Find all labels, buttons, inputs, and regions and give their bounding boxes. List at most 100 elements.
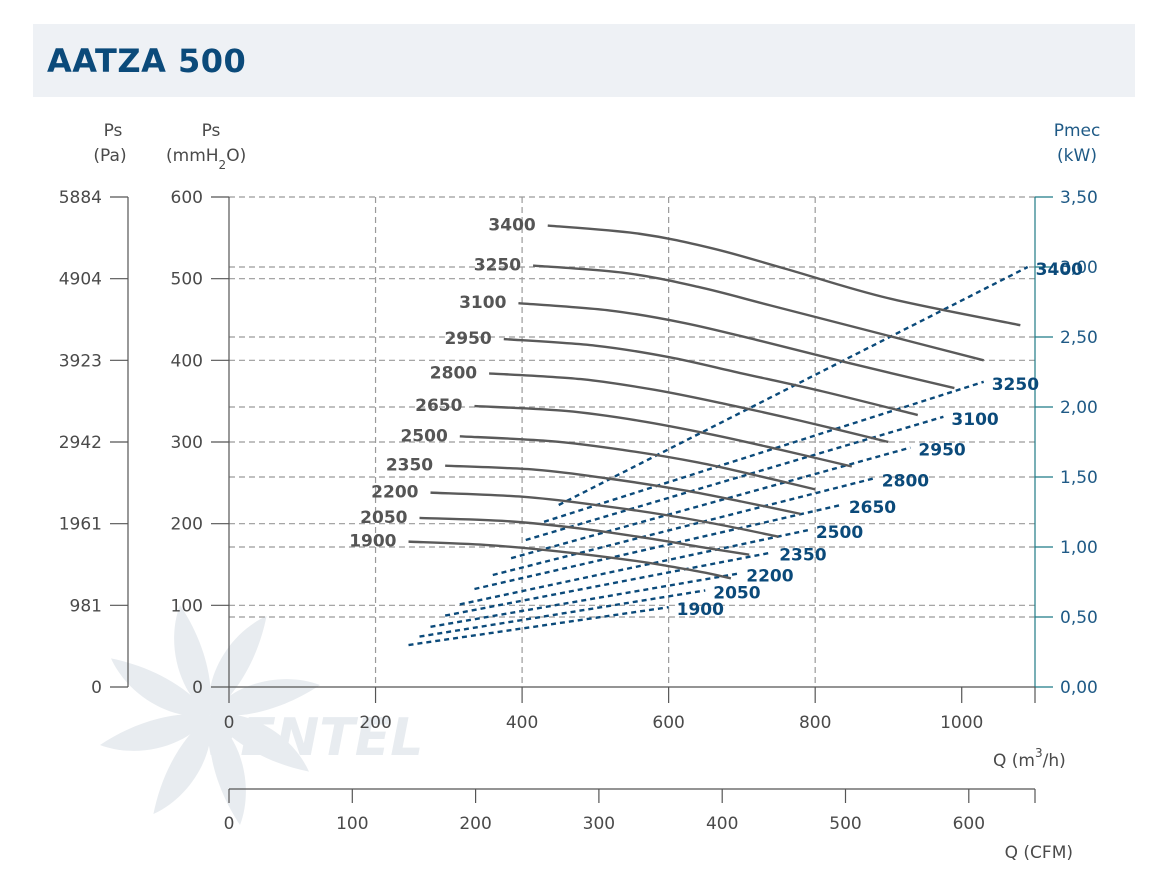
pmec-tick-label: 1,50	[1060, 468, 1098, 488]
pressure-curve-2650	[474, 404, 853, 468]
power-label-1900: 1900	[677, 600, 724, 620]
q-m3h-tick-label: 1000	[940, 713, 983, 733]
curve-labels: 1900205022002350250026502800295031003250…	[349, 216, 1083, 621]
pa-tick-label: 2942	[59, 433, 102, 453]
ps-mmh2o-label-main: (mmH	[166, 146, 219, 166]
pa-tick-label: 5884	[59, 188, 102, 208]
ps-mmh2o-label-2: (mmH2O)	[166, 146, 246, 172]
pressure-curve-2050	[419, 516, 750, 556]
pressure-curve-3250	[532, 264, 985, 362]
mmh2o-tick-label: 0	[192, 678, 203, 698]
pressure-label-3100: 3100	[459, 293, 506, 313]
pressure-curves	[408, 224, 1021, 580]
pmec-tick-label: 2,00	[1060, 398, 1098, 418]
grid-lines	[229, 196, 1035, 687]
power-curve-3100	[525, 415, 944, 542]
watermark-fan-blade	[174, 605, 211, 715]
mmh2o-tick-label: 500	[171, 270, 203, 290]
q-m3h-tick-label: 200	[359, 713, 391, 733]
power-curve-2350	[444, 551, 772, 617]
mmh2o-tick-label: 600	[171, 188, 203, 208]
q-m3h-tick-label: 0	[224, 713, 235, 733]
pressure-label-2800: 2800	[430, 363, 477, 383]
pmec-label-1: Pmec	[1054, 121, 1101, 141]
power-label-3400: 3400	[1036, 260, 1083, 280]
pressure-curve-2950	[503, 337, 919, 417]
q-cfm-tick-label: 300	[583, 814, 615, 834]
pressure-label-3250: 3250	[474, 256, 521, 276]
watermark-fan-blade	[111, 658, 210, 717]
power-label-3100: 3100	[951, 410, 998, 430]
watermark-text: VENTEL	[200, 708, 423, 768]
pa-tick-label: 981	[70, 596, 102, 616]
power-curve-3400	[558, 265, 1029, 507]
pressure-label-2500: 2500	[400, 426, 447, 446]
power-curve-2050	[419, 589, 706, 638]
q-cfm-tick-label: 200	[459, 814, 491, 834]
chart-title: AATZA 500	[47, 42, 247, 80]
power-label-2800: 2800	[882, 471, 929, 491]
pa-tick-label: 4904	[59, 270, 102, 290]
q-cfm-tick-label: 100	[336, 814, 368, 834]
pressure-curve-3100	[518, 301, 955, 390]
pmec-tick-label: 0,50	[1060, 608, 1098, 628]
pressure-label-3400: 3400	[488, 216, 535, 236]
q-m3h-tick-label: 800	[799, 713, 831, 733]
q-m3h-label-sup: 3	[1035, 746, 1043, 760]
q-cfm-tick-label: 400	[706, 814, 738, 834]
pressure-label-2950: 2950	[444, 329, 491, 349]
q-cfm-tick-label: 0	[224, 814, 235, 834]
pressure-label-2200: 2200	[371, 483, 418, 503]
watermark-fan-blade	[210, 713, 309, 772]
power-label-2500: 2500	[816, 523, 863, 543]
power-label-2950: 2950	[918, 441, 965, 461]
q-m3h-tick-label: 600	[652, 713, 684, 733]
pmec-tick-label: 2,50	[1060, 328, 1098, 348]
q-m3h-label-main: Q (m	[993, 751, 1035, 771]
mmh2o-tick-label: 100	[171, 596, 203, 616]
pressure-curve-2200	[430, 491, 779, 538]
watermark-fan-blade	[100, 714, 210, 751]
pmec-tick-label: 0,00	[1060, 678, 1098, 698]
power-label-3250: 3250	[992, 375, 1039, 395]
pa-tick-label: 3923	[59, 351, 102, 371]
power-curve-2800	[492, 477, 875, 577]
q-cfm-label: Q (CFM)	[1005, 843, 1073, 863]
power-curve-1900	[408, 606, 669, 647]
ps-mmh2o-label-end: O)	[226, 146, 246, 166]
pressure-curve-1900	[408, 540, 732, 580]
q-m3h-label: Q (m3/h)	[993, 746, 1066, 771]
pressure-curve-2350	[445, 464, 801, 516]
power-curve-2200	[430, 572, 739, 628]
ventel-watermark: VENTEL	[100, 605, 423, 825]
pressure-label-1900: 1900	[349, 532, 396, 552]
ps-pa-label-1: Ps	[104, 121, 123, 141]
ps-mmh2o-label-1: Ps	[202, 121, 221, 141]
ps-mmh2o-label-sub: 2	[219, 158, 227, 172]
mmh2o-tick-label: 300	[171, 433, 203, 453]
pmec-label-2: (kW)	[1057, 146, 1097, 166]
watermark-fan-blade	[209, 715, 246, 825]
mmh2o-tick-label: 400	[171, 351, 203, 371]
pressure-curve-2800	[489, 372, 889, 444]
power-label-2050: 2050	[713, 583, 760, 603]
pressure-curve-3400	[547, 224, 1021, 327]
power-label-2650: 2650	[849, 498, 896, 518]
pa-tick-label: 1961	[59, 515, 102, 535]
pmec-tick-label: 3,00	[1060, 258, 1098, 278]
pmec-tick-label: 1,00	[1060, 538, 1098, 558]
q-cfm-tick-label: 600	[953, 814, 985, 834]
power-curve-2950	[510, 446, 911, 560]
watermark-fan-blade	[153, 715, 212, 814]
pressure-label-2650: 2650	[415, 396, 462, 416]
power-label-2200: 2200	[746, 567, 793, 587]
pressure-label-2350: 2350	[386, 456, 433, 476]
pmec-tick-label: 3,50	[1060, 188, 1098, 208]
q-m3h-tick-label: 400	[506, 713, 538, 733]
q-cfm-tick-label: 500	[829, 814, 861, 834]
power-label-2350: 2350	[779, 546, 826, 566]
pressure-label-2050: 2050	[360, 508, 407, 528]
power-curve-3250	[543, 380, 985, 523]
